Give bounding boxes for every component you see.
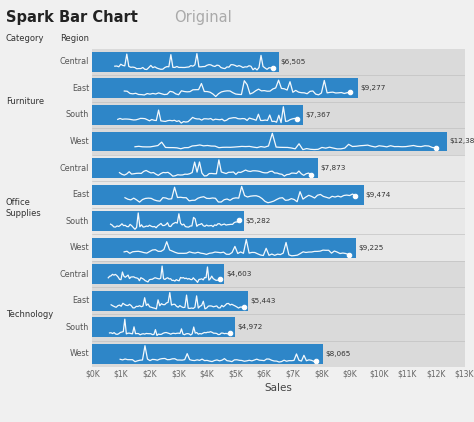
Bar [92,291,248,311]
Text: $12,388: $12,388 [449,138,474,144]
Bar [92,158,318,178]
Bar [92,132,447,151]
X-axis label: Sales: Sales [264,383,292,393]
Text: $5,282: $5,282 [246,218,271,224]
Text: Central: Central [60,57,89,66]
Text: $7,873: $7,873 [320,165,346,171]
Text: South: South [66,216,89,226]
Bar [92,184,364,205]
Text: $9,277: $9,277 [360,85,385,91]
Text: $4,603: $4,603 [227,271,252,277]
Text: South: South [66,323,89,332]
Bar [92,264,224,284]
Text: East: East [72,296,89,305]
Text: $4,972: $4,972 [237,325,262,330]
Text: West: West [70,349,89,358]
Text: Region: Region [60,35,89,43]
Bar [92,52,279,72]
Text: $5,443: $5,443 [250,298,276,304]
Text: Original: Original [174,10,232,25]
Text: West: West [70,243,89,252]
Bar [92,261,465,367]
Bar [92,105,303,125]
Text: Central: Central [60,163,89,173]
Text: South: South [66,111,89,119]
Bar [92,238,356,257]
Text: Category: Category [6,35,44,43]
Text: $8,065: $8,065 [326,351,351,357]
Text: Spark Bar Chart: Spark Bar Chart [6,10,137,25]
Text: Central: Central [60,270,89,279]
Text: $9,474: $9,474 [366,192,391,197]
Text: East: East [72,190,89,199]
Bar [92,344,323,364]
Text: $9,225: $9,225 [359,245,384,251]
Bar [92,211,244,231]
Text: $7,367: $7,367 [306,112,331,118]
Bar [92,317,235,337]
Bar [92,155,465,261]
Text: West: West [70,137,89,146]
Text: Technology: Technology [6,310,53,319]
Text: East: East [72,84,89,93]
Text: $6,505: $6,505 [281,59,306,65]
Text: Furniture: Furniture [6,97,44,106]
Bar [92,49,465,155]
Text: Office
Supplies: Office Supplies [6,198,41,218]
Bar [92,78,358,98]
